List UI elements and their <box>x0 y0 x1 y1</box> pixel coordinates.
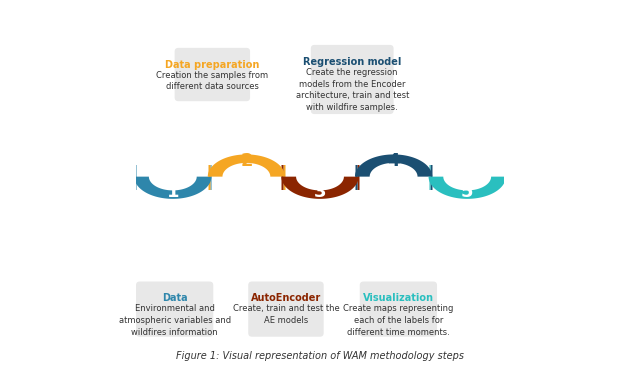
Polygon shape <box>282 177 358 199</box>
FancyBboxPatch shape <box>360 282 437 337</box>
Polygon shape <box>355 155 432 177</box>
Text: Create the regression
models from the Encoder
architecture, train and test
with : Create the regression models from the En… <box>296 68 409 112</box>
Text: Regression model: Regression model <box>303 57 401 67</box>
Text: Create, train and test the
AE models: Create, train and test the AE models <box>232 304 339 325</box>
Text: AutoEncoder: AutoEncoder <box>251 293 321 303</box>
Text: Create maps representing
each of the labels for
different time moments.: Create maps representing each of the lab… <box>343 304 454 337</box>
FancyBboxPatch shape <box>248 282 324 337</box>
Polygon shape <box>429 177 506 199</box>
Text: Data: Data <box>162 293 188 303</box>
Text: Creation the samples from
different data sources: Creation the samples from different data… <box>156 71 268 92</box>
FancyBboxPatch shape <box>175 48 250 101</box>
Text: 1: 1 <box>166 183 179 201</box>
Text: Environmental and
atmospheric variables and
wildfires information: Environmental and atmospheric variables … <box>118 304 230 337</box>
Text: 5: 5 <box>461 183 474 201</box>
Polygon shape <box>134 177 211 199</box>
Text: Visualization: Visualization <box>363 293 434 303</box>
FancyBboxPatch shape <box>136 282 213 337</box>
Text: Figure 1: Visual representation of WAM methodology steps: Figure 1: Visual representation of WAM m… <box>176 351 464 361</box>
Text: 2: 2 <box>240 152 253 170</box>
Polygon shape <box>208 155 285 177</box>
Text: 4: 4 <box>387 152 400 170</box>
Text: Data preparation: Data preparation <box>165 60 260 70</box>
FancyBboxPatch shape <box>311 45 394 114</box>
Text: 3: 3 <box>314 183 326 201</box>
